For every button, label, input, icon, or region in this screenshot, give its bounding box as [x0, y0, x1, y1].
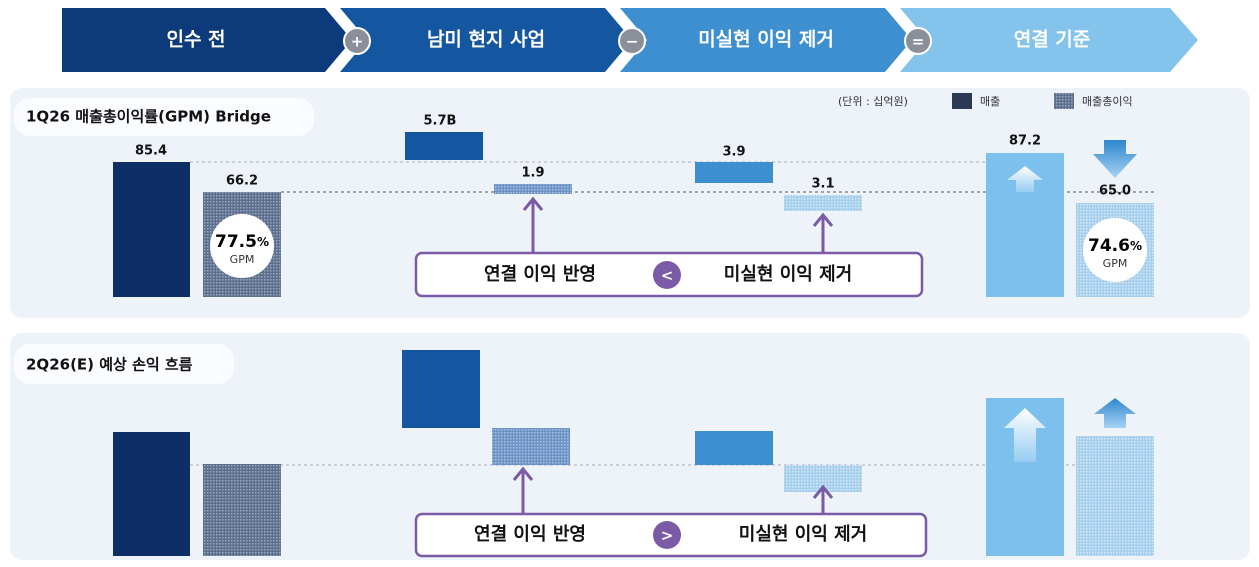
value-label: 3.9 [722, 145, 745, 160]
panel-title: 2Q26(E) 예상 손익 흐름 [26, 356, 193, 374]
title-tab [14, 98, 314, 136]
step-label: 인수 전 [166, 29, 225, 51]
compare-symbol: < [661, 267, 674, 285]
value-label: 3.1 [811, 177, 834, 192]
operator: + [351, 33, 364, 51]
gpm-value: 77.5% [215, 232, 269, 252]
callout-right: 미실현 이익 제거 [724, 264, 852, 285]
legend-swatch [952, 93, 972, 109]
gpm-value: 74.6% [1088, 236, 1142, 256]
bar [695, 431, 773, 465]
panel [10, 333, 1250, 560]
bar [203, 464, 281, 556]
step-label: 남미 현지 사업 [427, 29, 545, 51]
gpm-label: GPM [230, 253, 255, 266]
up-arrow [1004, 408, 1046, 462]
step [620, 8, 912, 72]
value-label: 1.9 [521, 166, 544, 181]
bar [1076, 436, 1154, 556]
callout-right: 미실현 이익 제거 [739, 524, 867, 545]
value-label: 66.2 [226, 174, 258, 189]
operator-bg [343, 27, 371, 55]
operator-bg [904, 27, 932, 55]
step-label: 미실현 이익 제거 [698, 29, 834, 51]
bar [113, 162, 190, 297]
value-label: 65.0 [1099, 184, 1131, 199]
compare-badge [653, 261, 681, 289]
operator: − [626, 33, 639, 51]
compare-symbol: > [661, 527, 674, 545]
bar [492, 428, 570, 465]
value-label: 5.7B [424, 114, 457, 129]
value-label: 87.2 [1009, 134, 1041, 149]
value-label: 85.4 [135, 144, 167, 159]
step [900, 8, 1198, 72]
step [62, 8, 352, 72]
panel [10, 88, 1250, 318]
pointer [512, 466, 834, 514]
gpm-badge [210, 214, 274, 278]
bar [784, 195, 862, 211]
bar [402, 350, 480, 428]
title-tab [14, 344, 234, 384]
callout-left: 연결 이익 반영 [474, 524, 586, 545]
pointer [522, 196, 834, 253]
legend-label: 매출 [980, 95, 1000, 108]
callout-left: 연결 이익 반영 [484, 264, 596, 285]
legend-label: 매출총이익 [1082, 95, 1133, 108]
bar [695, 162, 773, 183]
gpm-badge [1083, 218, 1147, 282]
compare-badge [653, 521, 681, 549]
operator-bg [618, 27, 646, 55]
up-arrow [1007, 166, 1043, 192]
step [340, 8, 632, 72]
step-label: 연결 기준 [1014, 29, 1091, 51]
legend-swatch [1054, 93, 1074, 109]
bar [113, 432, 190, 556]
bar [494, 184, 572, 194]
unit: (단위 : 십억원) [838, 95, 908, 108]
up-arrow [1094, 398, 1136, 428]
bar [405, 132, 483, 160]
operator: = [912, 33, 925, 51]
gpm-label: GPM [1103, 257, 1128, 270]
down-arrow [1093, 140, 1137, 178]
panel-title: 1Q26 매출총이익률(GPM) Bridge [26, 108, 271, 126]
